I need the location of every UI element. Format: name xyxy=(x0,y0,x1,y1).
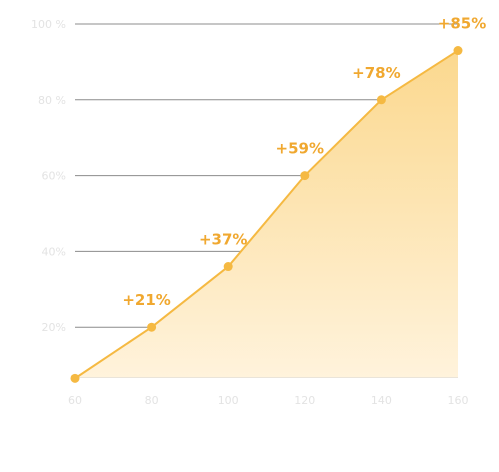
y-tick-label: 80 % xyxy=(38,94,66,107)
data-point-60 xyxy=(70,373,80,383)
data-points xyxy=(70,46,463,383)
x-tick-label: 120 xyxy=(294,394,315,407)
area-fill xyxy=(75,50,458,379)
data-label-160: +85% xyxy=(438,15,486,33)
area-fill-group xyxy=(75,50,458,379)
y-tick-label: 40% xyxy=(42,245,66,258)
x-tick-label: 60 xyxy=(68,394,82,407)
data-label-120: +59% xyxy=(276,140,324,158)
data-point-140 xyxy=(376,95,386,105)
y-tick-label: 100 % xyxy=(31,18,66,31)
y-axis-ticks: 20% 40% 60% 80 % 100 % xyxy=(31,18,66,334)
series-line xyxy=(74,49,459,380)
x-tick-label: 140 xyxy=(371,394,392,407)
data-label-100: +37% xyxy=(199,231,247,249)
data-point-120 xyxy=(300,171,310,181)
x-axis-ticks: 60 80 100 120 140 160 xyxy=(68,394,469,407)
y-tick-label: 60% xyxy=(42,170,66,183)
data-point-80 xyxy=(147,322,157,332)
x-tick-label: 100 xyxy=(218,394,239,407)
x-tick-label: 80 xyxy=(145,394,159,407)
data-label-140: +78% xyxy=(352,64,400,82)
series-line-group xyxy=(74,49,459,380)
x-tick-label: 160 xyxy=(448,394,469,407)
data-labels: +21% +37% +59% +78% +85% xyxy=(122,15,486,310)
y-tick-label: 20% xyxy=(42,321,66,334)
data-point-100 xyxy=(223,262,233,272)
data-label-80: +21% xyxy=(122,291,170,309)
data-point-160 xyxy=(453,46,463,56)
